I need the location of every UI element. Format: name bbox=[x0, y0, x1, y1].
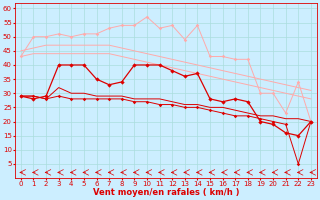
X-axis label: Vent moyen/en rafales ( km/h ): Vent moyen/en rafales ( km/h ) bbox=[92, 188, 239, 197]
